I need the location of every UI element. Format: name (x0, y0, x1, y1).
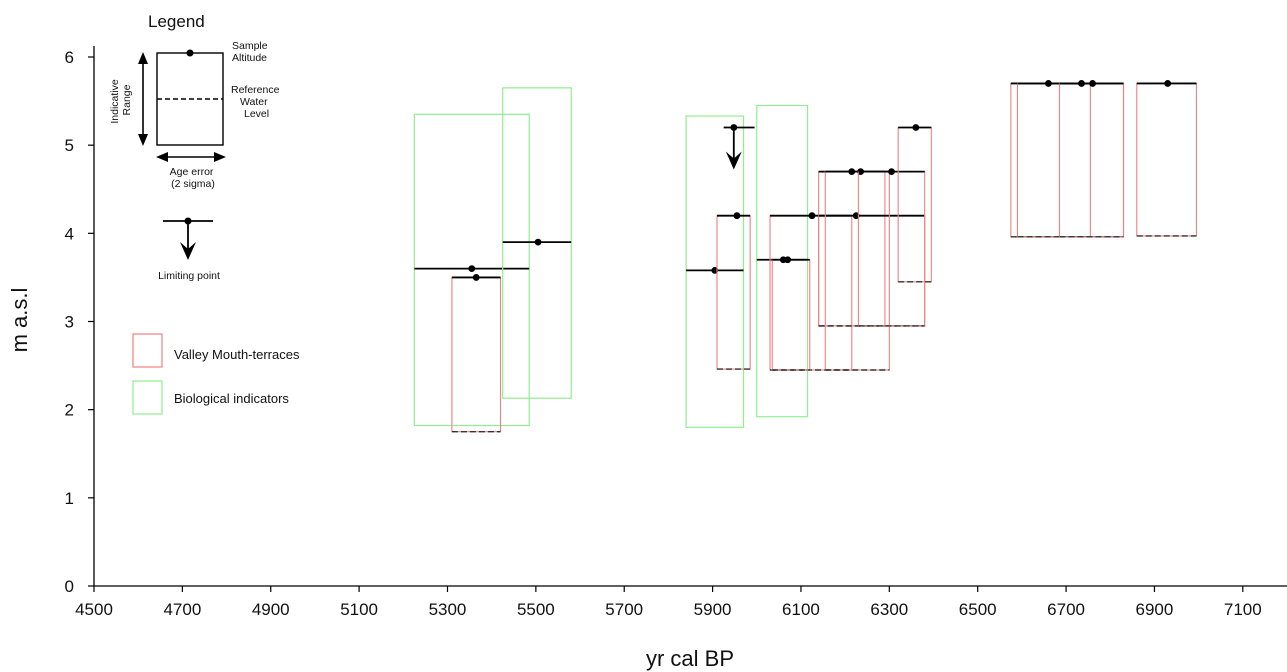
y-tick-label: 1 (65, 489, 74, 508)
legend-age-error-label: Age error (2 sigma) (170, 166, 217, 190)
x-axis-label: yr cal BP (646, 646, 734, 671)
legend-range-arrow-up (138, 52, 148, 64)
legend-sample-altitude-label: Sample Altitude (232, 40, 271, 64)
x-tick-label: 4700 (163, 600, 201, 619)
legend: Legend Sample Altitude Reference Water L… (109, 12, 300, 414)
x-tick-label: 6900 (1136, 600, 1174, 619)
valley-sample-point (1164, 80, 1171, 87)
valley-terrace-box (898, 128, 931, 282)
valley-sample-point (809, 212, 816, 219)
valley-sample-point (473, 274, 480, 281)
x-tick-label: 6100 (782, 600, 820, 619)
plot-area (414, 80, 1196, 432)
valley-terrace-box (1059, 83, 1123, 236)
y-axis-label: m a.s.l (7, 288, 32, 353)
x-tick-label: 6300 (870, 600, 908, 619)
x-tick-label: 5100 (340, 600, 378, 619)
valley-terrace-box (1011, 83, 1091, 236)
legend-age-arrow-left (156, 152, 168, 162)
valley-terrace-box (717, 216, 750, 369)
x-tick-label: 4900 (252, 600, 290, 619)
x-tick-label: 5500 (517, 600, 555, 619)
valley-sample-point (733, 212, 740, 219)
legend-indicative-range-label: Indicative Range (109, 76, 133, 123)
legend-range-arrow-down (138, 134, 148, 146)
bio-sample-point (535, 239, 542, 246)
valley-terrace-box (1017, 83, 1123, 236)
x-tick-label: 6700 (1047, 600, 1085, 619)
x-tick-label: 6500 (959, 600, 997, 619)
y-tick-label: 2 (65, 401, 74, 420)
valley-sample-point (888, 168, 895, 175)
y-tick-label: 4 (65, 224, 74, 243)
valley-terrace-box (819, 216, 925, 326)
valley-terrace-box (770, 216, 852, 370)
valley-sample-point (1089, 80, 1096, 87)
legend-age-arrow-right (214, 152, 226, 162)
y-ticks: 0 1 2 3 4 5 6 (65, 48, 94, 596)
x-tick-label: 4500 (75, 600, 113, 619)
bio-sample-point (468, 265, 475, 272)
valley-terrace-box (858, 172, 924, 326)
x-tick-label: 7100 (1224, 600, 1262, 619)
legend-valley-label: Valley Mouth-terraces (174, 347, 300, 362)
y-tick-label: 6 (65, 48, 74, 67)
legend-bio-label: Biological indicators (174, 391, 289, 406)
x-tick-label: 5700 (605, 600, 643, 619)
valley-terrace-box (1137, 83, 1197, 236)
valley-terrace-box (772, 260, 810, 370)
x-tick-label: 5900 (694, 600, 732, 619)
legend-sample-marker (187, 50, 194, 57)
legend-valley-swatch (133, 334, 162, 367)
legend-reference-water-level-label: Reference Water Level (231, 84, 282, 120)
valley-sample-point (784, 256, 791, 263)
valley-sample-point (912, 124, 919, 131)
valley-terrace-box (452, 277, 501, 431)
legend-bio-swatch (133, 381, 162, 414)
x-ticks: 4500 4700 4900 5100 5300 5500 5700 5900 6100 6300… (75, 586, 1262, 619)
valley-terrace-box (825, 172, 889, 370)
y-tick-label: 3 (65, 313, 74, 332)
y-tick-label: 0 (65, 577, 74, 596)
legend-title: Legend (148, 12, 205, 31)
legend-limiting-point-label: Limiting point (158, 270, 220, 282)
y-tick-label: 5 (65, 136, 74, 155)
x-tick-label: 5300 (429, 600, 467, 619)
